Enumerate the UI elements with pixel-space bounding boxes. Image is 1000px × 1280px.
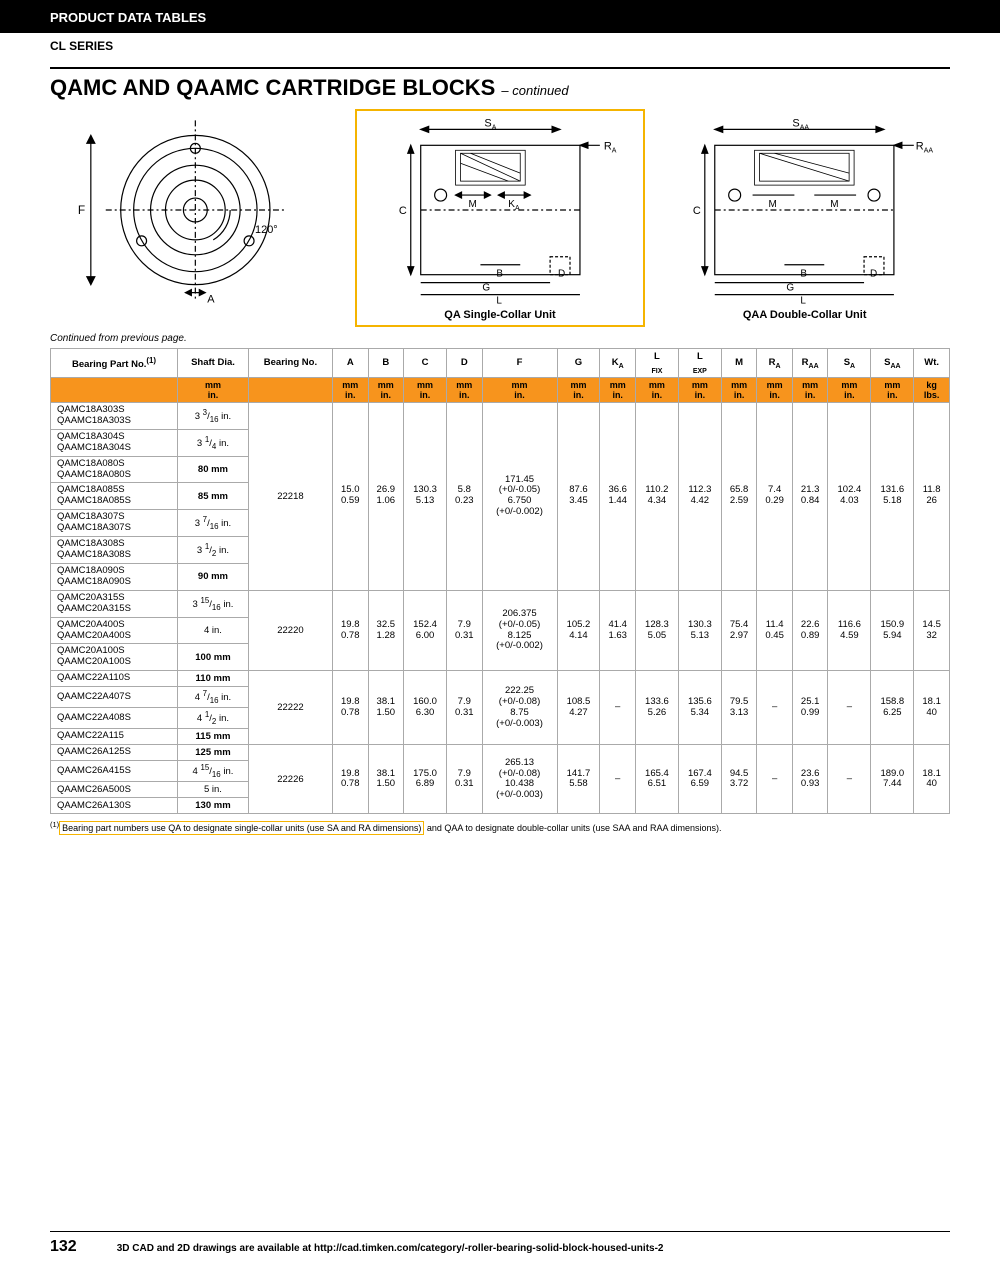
page-number: 132	[50, 1238, 77, 1256]
svg-text:G: G	[787, 283, 795, 294]
footer-text: 3D CAD and 2D drawings are available at …	[117, 1243, 664, 1254]
diagram-caption-single: QA Single-Collar Unit	[361, 309, 640, 321]
data-table: Bearing Part No.(1) Shaft Dia. Bearing N…	[50, 348, 950, 814]
col-g: G	[557, 349, 600, 378]
svg-text:G: G	[482, 283, 490, 294]
svg-text:A: A	[207, 294, 215, 305]
col-ka: KA	[600, 349, 636, 378]
col-partno: Bearing Part No.(1)	[51, 349, 178, 378]
col-raa: RAA	[792, 349, 828, 378]
svg-text:F: F	[78, 203, 85, 217]
col-saa: SAA	[871, 349, 914, 378]
table-row: QAAMC26A125S125 mm2222619.80.7838.11.501…	[51, 745, 950, 761]
table-row: QAMC18A303SQAAMC18A303S3 3/16 in.2221815…	[51, 402, 950, 429]
svg-text:RA: RA	[604, 140, 617, 154]
svg-text:L: L	[496, 296, 502, 305]
svg-text:D: D	[558, 269, 565, 280]
svg-text:RAA: RAA	[916, 140, 934, 154]
col-lexp: LEXP	[678, 349, 721, 378]
diagram-front: F 120° A	[50, 109, 341, 327]
col-f: F	[482, 349, 557, 378]
svg-text:C: C	[398, 205, 406, 217]
continued-note: Continued from previous page.	[50, 333, 950, 344]
subheader: CL SERIES	[0, 33, 1000, 63]
title-main: QAMC AND QAAMC CARTRIDGE BLOCKS	[50, 75, 495, 100]
svg-text:SA: SA	[484, 117, 496, 131]
diagram-caption-double: QAA Double-Collar Unit	[665, 309, 944, 321]
svg-text:C: C	[693, 205, 701, 217]
col-ra: RA	[757, 349, 793, 378]
svg-text:M: M	[468, 199, 476, 210]
header-bar: PRODUCT DATA TABLES	[0, 0, 1000, 33]
col-sa: SA	[828, 349, 871, 378]
svg-text:M: M	[769, 199, 777, 210]
svg-text:B: B	[801, 269, 808, 280]
svg-text:D: D	[870, 269, 877, 280]
table-row: QAAMC22A110S110 mm2222219.80.7838.11.501…	[51, 671, 950, 687]
page-title: QAMC AND QAAMC CARTRIDGE BLOCKS – contin…	[50, 67, 950, 101]
diagram-qa-single: SA RA M KA C B D G L QA Single-Collar Un…	[355, 109, 646, 327]
table-body: QAMC18A303SQAAMC18A303S3 3/16 in.2221815…	[51, 402, 950, 814]
svg-text:M: M	[831, 199, 839, 210]
diagram-qaa-double: SAA RAA M M C B D G L QAA Double-Collar …	[659, 109, 950, 327]
col-m: M	[721, 349, 757, 378]
col-d: D	[447, 349, 483, 378]
footnote: (1)Bearing part numbers use QA to design…	[50, 820, 950, 833]
col-lfix: LFIX	[635, 349, 678, 378]
table-head: Bearing Part No.(1) Shaft Dia. Bearing N…	[51, 349, 950, 403]
col-shaft: Shaft Dia.	[178, 349, 249, 378]
unit-row: mmin. mmin. mmin. mmin. mmin. mmin. mmin…	[51, 377, 950, 402]
svg-text:B: B	[496, 269, 503, 280]
footer: 132 3D CAD and 2D drawings are available…	[50, 1231, 950, 1256]
col-a: A	[332, 349, 368, 378]
col-wt: Wt.	[914, 349, 950, 378]
col-b: B	[368, 349, 404, 378]
col-c: C	[404, 349, 447, 378]
table-row: QAMC20A315SQAAMC20A315S3 15/16 in.222201…	[51, 590, 950, 617]
svg-text:SAA: SAA	[793, 117, 810, 131]
svg-text:L: L	[801, 296, 807, 305]
col-bno: Bearing No.	[248, 349, 332, 378]
diagram-row: F 120° A	[50, 109, 950, 327]
title-continued: – continued	[501, 83, 568, 98]
svg-text:120°: 120°	[255, 224, 278, 236]
